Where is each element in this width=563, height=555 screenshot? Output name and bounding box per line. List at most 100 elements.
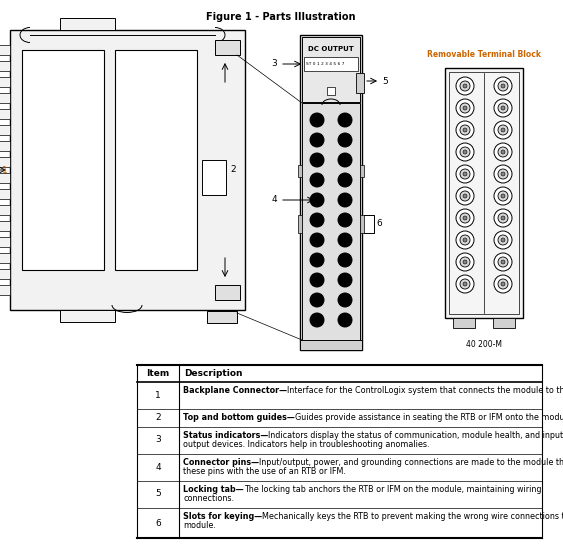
- Circle shape: [456, 121, 474, 139]
- Circle shape: [338, 113, 352, 127]
- Text: module.: module.: [183, 521, 216, 530]
- Circle shape: [456, 275, 474, 293]
- Text: Interface for the ControlLogix system that connects the module to the backplane.: Interface for the ControlLogix system th…: [287, 386, 563, 395]
- Text: 4: 4: [155, 462, 161, 472]
- Bar: [60, 310, 115, 322]
- Circle shape: [501, 150, 505, 154]
- Bar: [202, 160, 226, 195]
- Bar: [445, 68, 523, 318]
- Circle shape: [460, 235, 470, 245]
- Circle shape: [310, 173, 324, 187]
- Circle shape: [498, 147, 508, 157]
- Circle shape: [463, 194, 467, 198]
- Circle shape: [338, 293, 352, 307]
- Circle shape: [501, 238, 505, 242]
- Circle shape: [494, 187, 512, 205]
- Text: Locking tab—: Locking tab—: [183, 485, 244, 494]
- Circle shape: [463, 128, 467, 132]
- Text: connections.: connections.: [183, 494, 234, 503]
- Bar: [0, 109, 10, 119]
- Text: these pins with the use of an RTB or IFM.: these pins with the use of an RTB or IFM…: [183, 467, 346, 476]
- Text: Indicators display the status of communication, module health, and input/: Indicators display the status of communi…: [268, 431, 563, 440]
- Bar: [0, 285, 10, 295]
- Circle shape: [501, 282, 505, 286]
- Circle shape: [498, 169, 508, 179]
- Bar: [22, 50, 104, 270]
- Bar: [0, 125, 10, 135]
- Text: 3: 3: [271, 59, 277, 68]
- Bar: [360, 215, 364, 233]
- Circle shape: [494, 231, 512, 249]
- Bar: [60, 18, 115, 30]
- Circle shape: [463, 282, 467, 286]
- Circle shape: [460, 213, 470, 223]
- Circle shape: [463, 216, 467, 220]
- Circle shape: [456, 77, 474, 95]
- Circle shape: [498, 257, 508, 267]
- Circle shape: [463, 84, 467, 88]
- Circle shape: [494, 275, 512, 293]
- Bar: [298, 215, 302, 233]
- Circle shape: [460, 169, 470, 179]
- Text: Item: Item: [146, 369, 169, 377]
- Circle shape: [456, 99, 474, 117]
- Bar: [493, 318, 515, 328]
- Text: Status indicators—: Status indicators—: [183, 431, 268, 440]
- Bar: [298, 165, 302, 177]
- Text: ST 0 1 2 3 4 5 6 7: ST 0 1 2 3 4 5 6 7: [306, 62, 345, 66]
- Bar: [0, 237, 10, 247]
- Text: Mechanically keys the RTB to prevent making the wrong wire connections to your: Mechanically keys the RTB to prevent mak…: [262, 512, 563, 521]
- Circle shape: [494, 165, 512, 183]
- Circle shape: [463, 260, 467, 264]
- Bar: [327, 87, 335, 95]
- Text: Backplane Connector—: Backplane Connector—: [183, 386, 287, 395]
- Circle shape: [501, 128, 505, 132]
- Text: Top and bottom guides—: Top and bottom guides—: [183, 413, 295, 422]
- Circle shape: [460, 125, 470, 135]
- Bar: [356, 73, 364, 93]
- Text: 40 200-M: 40 200-M: [466, 340, 502, 349]
- Circle shape: [310, 233, 324, 247]
- Bar: [0, 157, 10, 167]
- Bar: [115, 50, 197, 270]
- Circle shape: [494, 143, 512, 161]
- Circle shape: [338, 273, 352, 287]
- Bar: [302, 37, 360, 102]
- Circle shape: [463, 150, 467, 154]
- Circle shape: [310, 113, 324, 127]
- Circle shape: [310, 193, 324, 207]
- Bar: [215, 285, 240, 300]
- Bar: [0, 141, 10, 151]
- Bar: [453, 318, 475, 328]
- Text: 2: 2: [230, 165, 236, 174]
- Circle shape: [310, 293, 324, 307]
- Text: output devices. Indicators help in troubleshooting anomalies.: output devices. Indicators help in troub…: [183, 440, 430, 449]
- Circle shape: [338, 253, 352, 267]
- Circle shape: [498, 125, 508, 135]
- Circle shape: [310, 213, 324, 227]
- Bar: [0, 173, 10, 183]
- Bar: [449, 72, 519, 314]
- Circle shape: [456, 253, 474, 271]
- Text: DC OUTPUT: DC OUTPUT: [308, 46, 354, 52]
- Circle shape: [310, 153, 324, 167]
- Text: Connector pins—: Connector pins—: [183, 458, 259, 467]
- Circle shape: [494, 77, 512, 95]
- Bar: [0, 61, 10, 71]
- Circle shape: [498, 103, 508, 113]
- Circle shape: [501, 216, 505, 220]
- Text: The locking tab anchors the RTB or IFM on the module, maintaining wiring: The locking tab anchors the RTB or IFM o…: [244, 485, 541, 494]
- Text: Input/output, power, and grounding connections are made to the module through: Input/output, power, and grounding conne…: [259, 458, 563, 467]
- Bar: [302, 103, 360, 345]
- Circle shape: [498, 191, 508, 201]
- Circle shape: [463, 238, 467, 242]
- Text: Guides provide assistance in seating the RTB or IFM onto the module.: Guides provide assistance in seating the…: [295, 413, 563, 422]
- Bar: [300, 35, 362, 350]
- Bar: [0, 45, 10, 55]
- Text: 5: 5: [155, 490, 161, 498]
- Circle shape: [338, 233, 352, 247]
- Bar: [0, 221, 10, 231]
- Circle shape: [456, 165, 474, 183]
- Text: 1: 1: [2, 166, 8, 175]
- Circle shape: [338, 213, 352, 227]
